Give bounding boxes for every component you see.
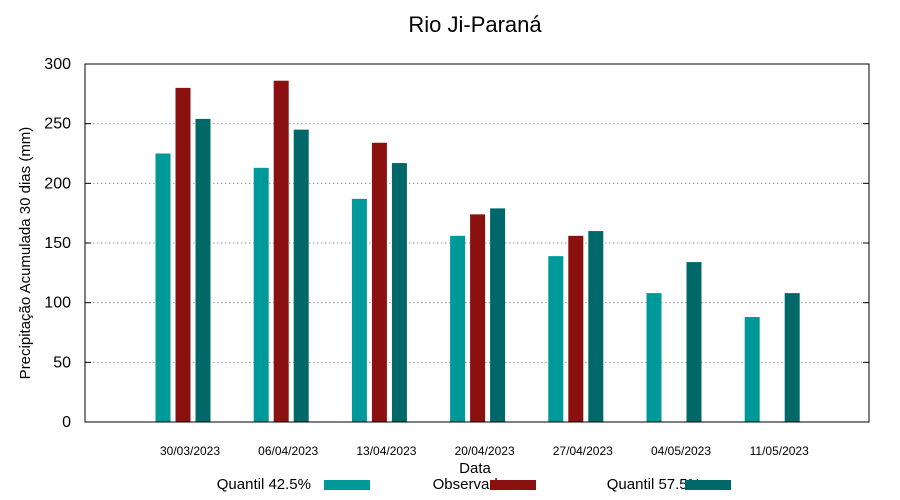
legend-swatch	[324, 480, 370, 490]
y-tick-label: 50	[53, 354, 71, 371]
x-tick-label: 11/05/2023	[750, 444, 809, 458]
bar-0-4	[548, 256, 564, 422]
bar-0-2	[351, 198, 367, 422]
bar-2-6	[784, 293, 800, 422]
bars	[155, 80, 800, 422]
bar-2-3	[490, 208, 506, 422]
bar-0-6	[744, 316, 760, 422]
y-tick-label: 150	[44, 235, 71, 252]
bar-2-4	[588, 231, 604, 422]
bar-0-5	[646, 293, 662, 422]
x-tick-label: 30/03/2023	[160, 444, 220, 458]
legend-swatch	[490, 480, 536, 490]
y-axis-ticks: 0 50 100 150 200 250 300	[44, 56, 869, 431]
legend-label: Quantil 42.5%	[217, 476, 311, 493]
bar-0-1	[253, 167, 269, 422]
x-tick-label: 04/05/2023	[651, 444, 711, 458]
x-tick-label: 06/04/2023	[258, 444, 318, 458]
bar-0-0	[155, 153, 171, 422]
x-tick-label: 20/04/2023	[455, 444, 515, 458]
x-tick-label: 27/04/2023	[553, 444, 613, 458]
bar-2-1	[293, 129, 309, 422]
bar-1-2	[371, 142, 387, 422]
chart-title: Rio Ji-Paraná	[408, 12, 542, 37]
x-axis-ticks: 30/03/2023 06/04/2023 13/04/2023 20/04/2023…	[160, 444, 809, 458]
bar-2-5	[686, 262, 702, 422]
legend: Quantil 42.5% Observado Quantil 57.5%	[217, 476, 731, 493]
y-axis-label: Precipitação Acumulada 30 dias (mm)	[17, 127, 34, 380]
y-tick-label: 0	[62, 414, 71, 431]
bar-0-3	[450, 235, 466, 422]
legend-label: Observado	[433, 476, 506, 493]
bar-1-3	[470, 214, 486, 422]
x-axis-label: Data	[459, 460, 491, 477]
bar-1-0	[175, 87, 191, 422]
bar-2-2	[391, 163, 407, 422]
bar-1-1	[273, 80, 289, 422]
legend-label: Quantil 57.5%	[607, 476, 701, 493]
y-tick-label: 250	[44, 116, 71, 133]
x-tick-label: 13/04/2023	[356, 444, 416, 458]
bar-2-0	[195, 118, 211, 422]
bar-1-4	[568, 235, 584, 422]
y-tick-label: 200	[44, 175, 71, 192]
legend-swatch	[685, 480, 731, 490]
y-tick-label: 300	[44, 56, 71, 73]
y-tick-label: 100	[44, 295, 71, 312]
